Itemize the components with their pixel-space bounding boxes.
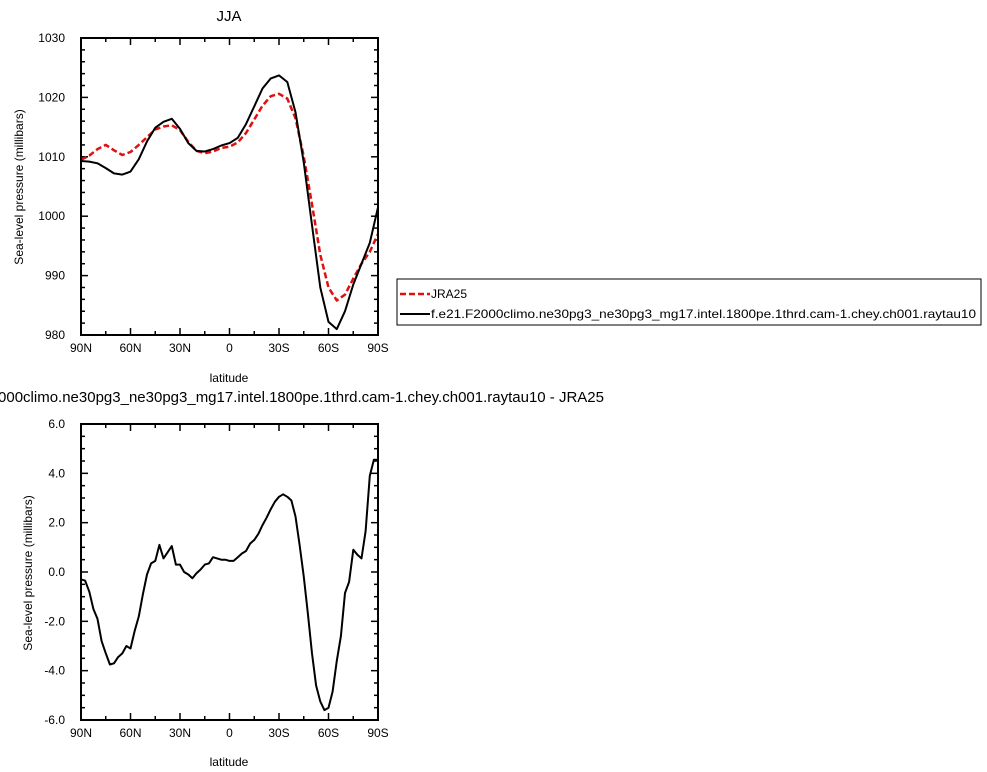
x-tick-label: 90S: [367, 341, 388, 355]
axis-tick-labels: 90N 60N 30N 0 30S 60S 90S -6.0 -4.0 -2.0 0.0 2.0 4.0…: [44, 417, 388, 740]
x-axis-label: latitude: [210, 755, 249, 769]
x-tick-label: 30N: [169, 726, 191, 740]
y-tick-label: 990: [45, 269, 65, 283]
legend-label-model: f.e21.F2000climo.ne30pg3_ne30pg3_mg17.in…: [431, 307, 976, 321]
axis-tick-labels: 90N 60N 30N 0 30S 60S 90S 980 990 1000 1010 1020 103…: [38, 31, 388, 355]
plot-frame: [80, 423, 379, 721]
x-tick-label: 90N: [70, 341, 92, 355]
x-tick-label: 60S: [318, 341, 339, 355]
chart-title: f.e21.F2000climo.ne30pg3_ne30pg3_mg17.in…: [0, 389, 604, 406]
axis-ticks: [80, 37, 379, 336]
y-tick-label: 1030: [38, 31, 65, 45]
chart-title: JJA: [216, 8, 241, 25]
x-tick-label: 90S: [367, 726, 388, 740]
y-axis-label: Sea-level pressure (millibars): [21, 495, 35, 650]
y-tick-label: 1000: [38, 209, 65, 223]
y-tick-label: -2.0: [44, 614, 65, 628]
y-tick-label: 1020: [38, 90, 65, 104]
x-axis-label: latitude: [210, 371, 249, 385]
x-tick-label: 30S: [268, 341, 289, 355]
plot-frame: [80, 37, 379, 336]
y-tick-label: 980: [45, 328, 65, 342]
x-tick-label: 60S: [318, 726, 339, 740]
panel-top-line-chart: JJA Sea-level pressure (millibars) latit…: [12, 8, 389, 385]
panel-bottom-difference-chart: f.e21.F2000climo.ne30pg3_ne30pg3_mg17.in…: [0, 389, 604, 769]
legend: JRA25 f.e21.F2000climo.ne30pg3_ne30pg3_m…: [396, 278, 982, 326]
legend-label-jra25: JRA25: [431, 287, 467, 301]
x-tick-label: 30S: [268, 726, 289, 740]
y-tick-label: 2.0: [48, 516, 65, 530]
y-axis-label: Sea-level pressure (millibars): [12, 109, 26, 264]
axis-ticks: [80, 423, 379, 721]
y-tick-label: 0.0: [48, 565, 65, 579]
y-tick-label: 4.0: [48, 466, 65, 480]
x-tick-label: 0: [226, 726, 233, 740]
series-line-1: [80, 74, 379, 331]
y-tick-label: -6.0: [44, 713, 65, 727]
x-tick-label: 60N: [119, 726, 141, 740]
y-tick-label: -4.0: [44, 664, 65, 678]
series-line-0: [80, 92, 380, 302]
x-tick-label: 90N: [70, 726, 92, 740]
y-tick-label: 1010: [38, 150, 65, 164]
x-tick-label: 0: [226, 341, 233, 355]
y-tick-label: 6.0: [48, 417, 65, 431]
plot-lines: [80, 458, 378, 712]
legend-box: [396, 278, 982, 326]
plot-lines: [80, 74, 380, 331]
x-tick-label: 30N: [169, 341, 191, 355]
series-line-0: [80, 458, 378, 712]
x-tick-label: 60N: [119, 341, 141, 355]
